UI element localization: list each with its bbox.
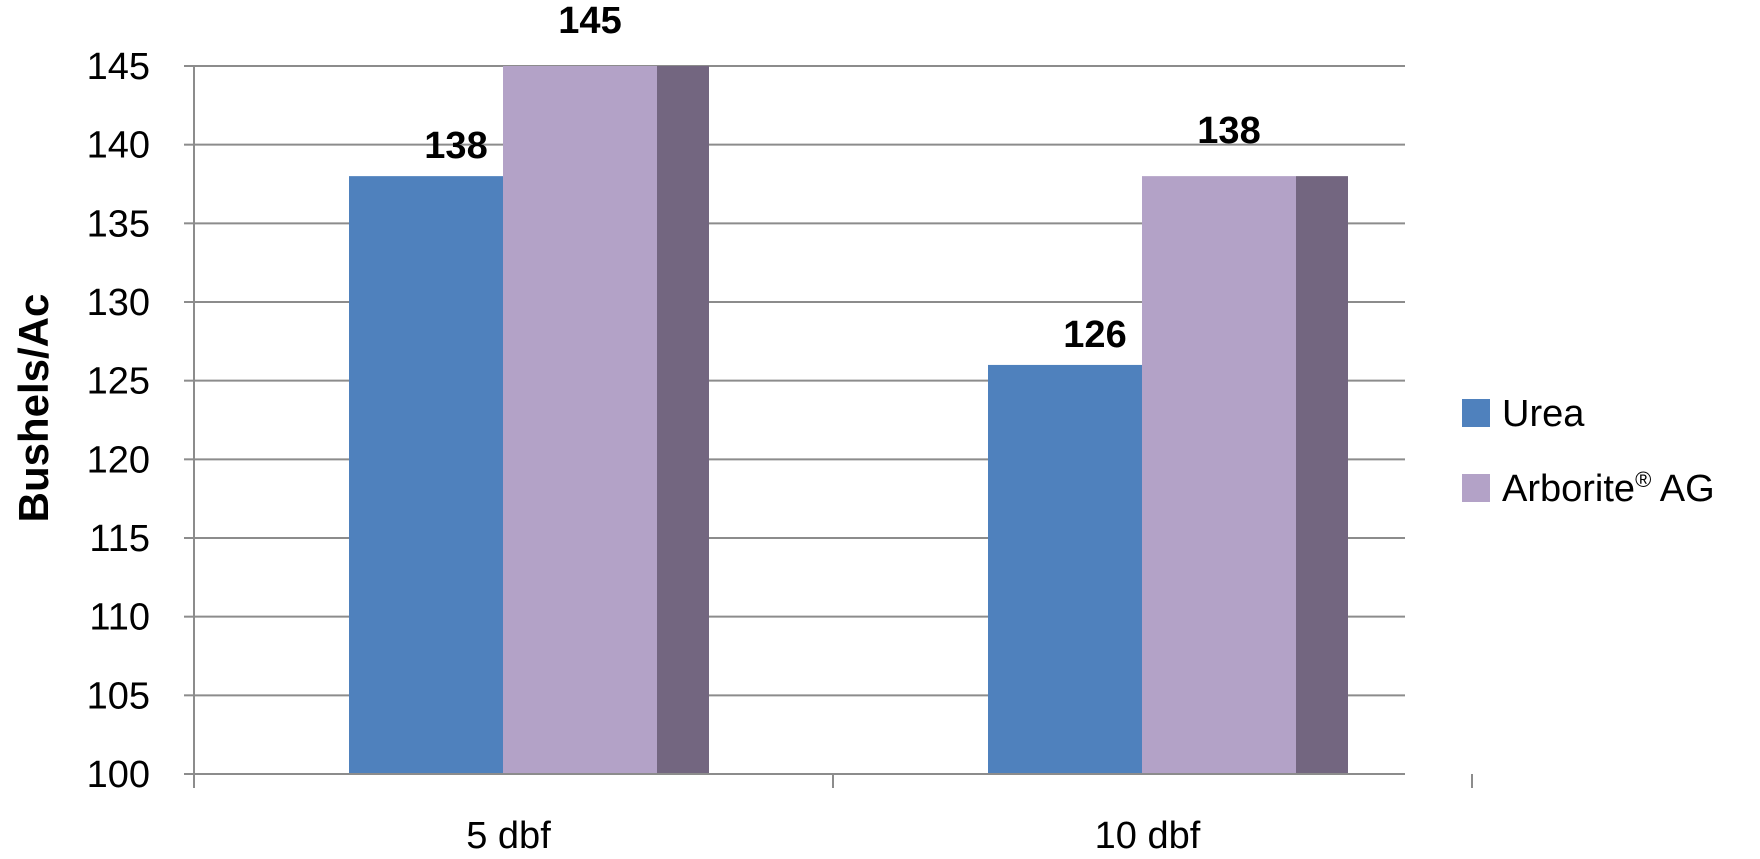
bar-arborite-1: [1142, 176, 1296, 775]
y-tick-label: 120: [87, 439, 150, 481]
y-tick-label: 145: [87, 46, 150, 88]
bars-layer: [349, 66, 1348, 775]
bar-side-face-1: [1296, 176, 1348, 775]
y-tick-label: 140: [87, 125, 150, 167]
legend-label: Arborite® AG: [1502, 467, 1715, 510]
y-tick-label: 100: [87, 754, 150, 796]
x-category-label: 10 dbf: [1095, 815, 1201, 854]
y-axis-title: Bushels/Ac: [10, 294, 57, 523]
data-label: 138: [424, 125, 487, 167]
y-tick-label: 105: [87, 675, 150, 717]
bar-urea-1: [988, 364, 1142, 774]
legend-swatch: [1462, 399, 1490, 427]
y-tick-label: 115: [89, 518, 150, 560]
bar-side-face-0: [657, 66, 709, 774]
y-tick-label: 125: [87, 361, 150, 403]
y-tick-label: 135: [87, 203, 150, 245]
legend-label: Urea: [1502, 393, 1585, 435]
labels-layer: 100 105 110 115 120 125 130 135 140 145 138 145 5 db…: [87, 0, 1261, 857]
legend-swatch: [1462, 474, 1490, 502]
x-category-label: 5 dbf: [466, 815, 551, 854]
y-tick-label: 130: [87, 282, 150, 324]
data-label: 145: [558, 0, 621, 42]
axes-layer: [184, 65, 1473, 788]
legend: Urea Arborite® AG: [1462, 393, 1715, 510]
data-label: 126: [1063, 314, 1126, 356]
bar-urea-0: [349, 176, 503, 775]
bar-arborite-0: [503, 66, 657, 774]
y-tick-label: 110: [89, 597, 150, 639]
data-label: 138: [1197, 110, 1260, 152]
